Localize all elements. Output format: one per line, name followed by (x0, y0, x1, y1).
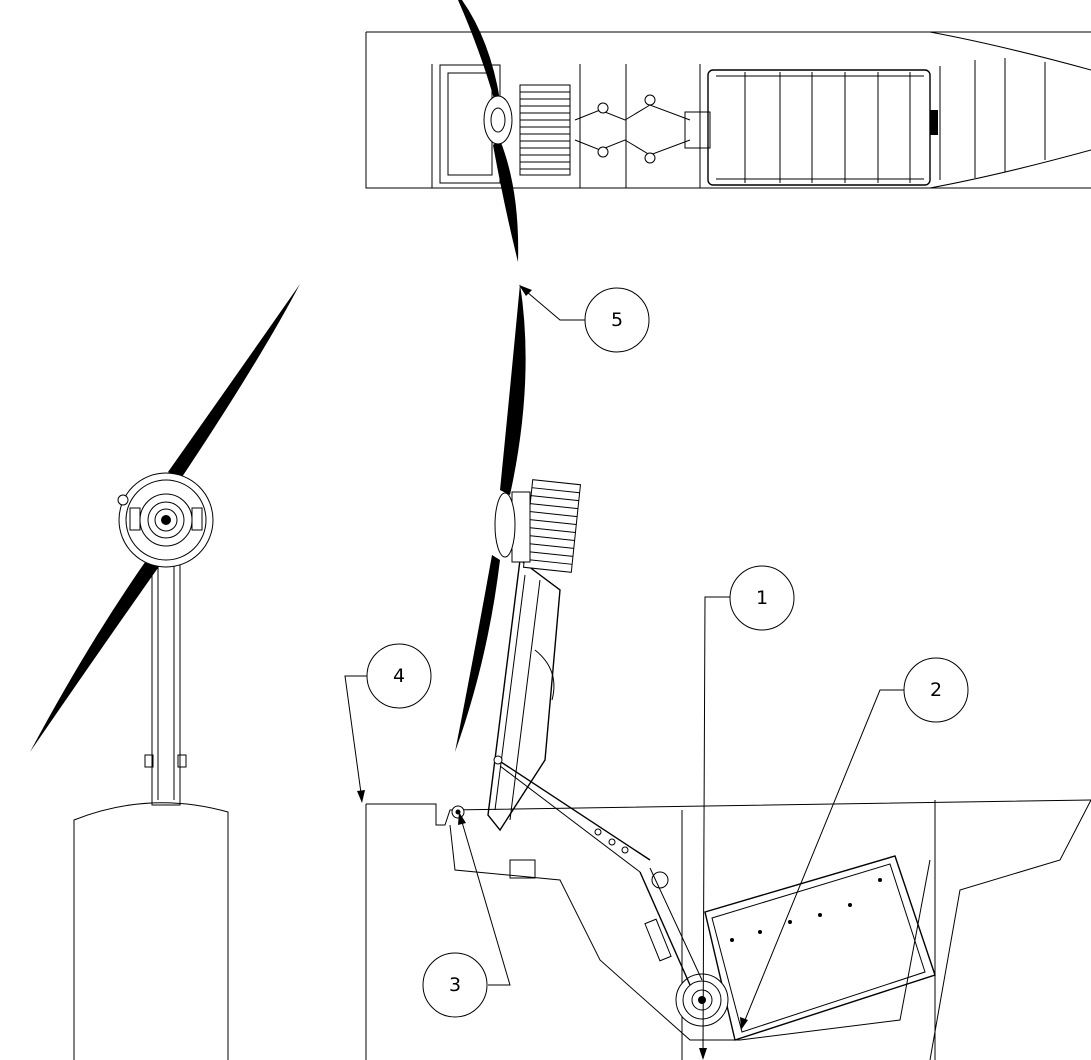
callout-1-label: 1 (756, 587, 768, 609)
top-view (365, 0, 1091, 262)
callout-3: 3 (422, 952, 488, 1018)
leader-lines (344, 285, 905, 1060)
callout-4-label: 4 (393, 665, 405, 687)
motor-fins-top (520, 91, 570, 170)
callout-4: 4 (366, 643, 432, 709)
callout-5: 5 (584, 287, 650, 353)
front-view (30, 284, 300, 1060)
callout-2-label: 2 (930, 679, 942, 701)
callout-5-label: 5 (611, 309, 623, 331)
callout-3-label: 3 (449, 974, 461, 996)
motor-fins-side (524, 487, 580, 565)
callout-1: 1 (729, 565, 795, 631)
side-view (365, 284, 1091, 1060)
callout-2: 2 (903, 657, 969, 723)
